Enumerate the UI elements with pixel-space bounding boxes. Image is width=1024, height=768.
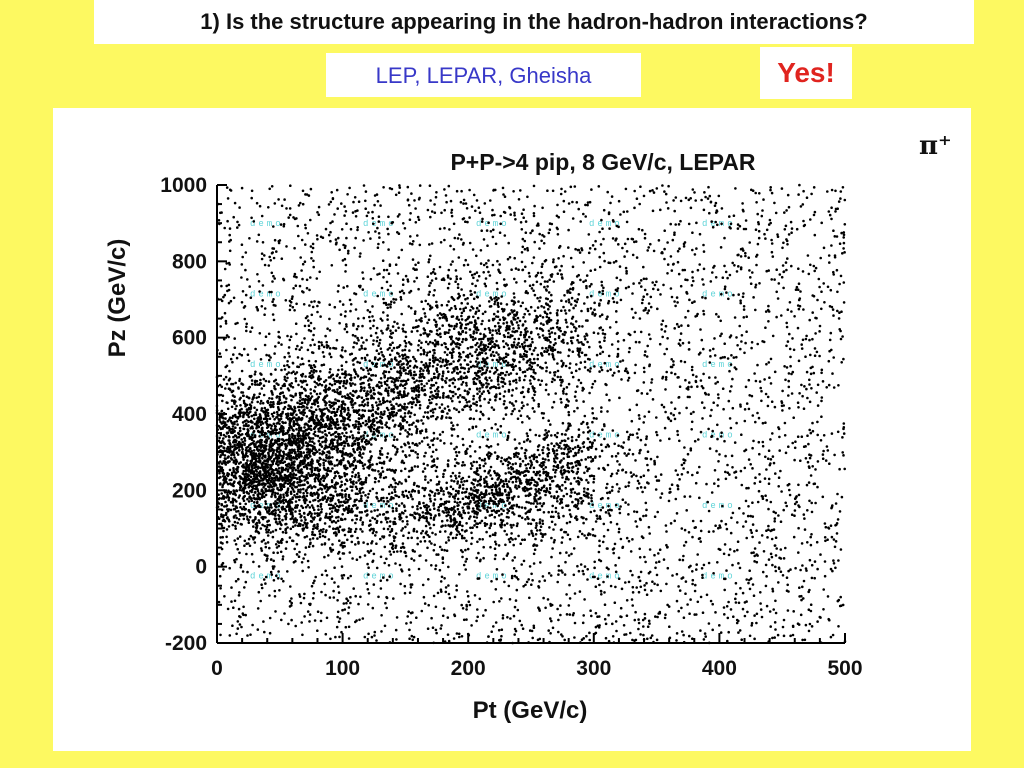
particle-label: π⁺ bbox=[919, 131, 952, 161]
plot-panel: demo demo demo demo demo demo demo demo demo demo… bbox=[53, 108, 971, 751]
watermark: demo bbox=[250, 501, 284, 511]
watermark: demo bbox=[476, 572, 510, 582]
watermark: demo bbox=[363, 360, 397, 370]
watermark: demo bbox=[589, 219, 623, 229]
y-tick-label: 0 bbox=[195, 556, 207, 579]
watermark: demo bbox=[476, 290, 510, 300]
watermark: demo bbox=[702, 290, 736, 300]
answer-box: Yes! bbox=[760, 47, 852, 99]
watermark: demo bbox=[363, 572, 397, 582]
watermark: demo bbox=[702, 572, 736, 582]
watermark: demo bbox=[702, 431, 736, 441]
x-tick-label: 0 bbox=[211, 657, 223, 680]
y-tick-label: 1000 bbox=[160, 174, 207, 197]
answer-label: Yes! bbox=[777, 57, 835, 88]
y-tick-label: -200 bbox=[165, 632, 207, 655]
watermark: demo bbox=[589, 431, 623, 441]
sources-box: LEP, LEPAR, Gheisha bbox=[326, 53, 641, 97]
question-title: 1) Is the structure appearing in the had… bbox=[200, 9, 868, 34]
y-axis-title: Pz (GeV/c) bbox=[104, 239, 131, 358]
watermark: demo bbox=[250, 219, 284, 229]
y-tick-label: 400 bbox=[172, 403, 207, 426]
watermark: demo bbox=[476, 431, 510, 441]
x-tick-label: 200 bbox=[451, 657, 486, 680]
x-tick-label: 300 bbox=[576, 657, 611, 680]
watermark: demo bbox=[702, 360, 736, 370]
x-tick-label: 500 bbox=[827, 657, 862, 680]
watermark: demo bbox=[476, 360, 510, 370]
watermark: demo bbox=[363, 219, 397, 229]
watermark: demo bbox=[476, 501, 510, 511]
watermark: demo bbox=[589, 360, 623, 370]
y-tick-label: 600 bbox=[172, 327, 207, 350]
watermark: demo bbox=[363, 290, 397, 300]
x-axis-title: Pt (GeV/c) bbox=[473, 697, 588, 724]
watermark: demo bbox=[589, 290, 623, 300]
x-tick-label: 400 bbox=[702, 657, 737, 680]
chart-title: P+P->4 pip, 8 GeV/c, LEPAR bbox=[450, 149, 755, 175]
watermark: demo bbox=[702, 501, 736, 511]
scatter-points bbox=[215, 183, 847, 645]
sources-label: LEP, LEPAR, Gheisha bbox=[375, 63, 592, 88]
scatter-chart: demo demo demo demo demo demo demo demo demo demo… bbox=[104, 131, 952, 724]
y-tick-label: 800 bbox=[172, 250, 207, 273]
watermark: demo bbox=[250, 360, 284, 370]
y-tick-label: 200 bbox=[172, 479, 207, 502]
watermark: demo bbox=[476, 219, 510, 229]
scatter-point-markers bbox=[215, 183, 847, 645]
question-box: 1) Is the structure appearing in the had… bbox=[94, 0, 974, 44]
watermark: demo bbox=[250, 290, 284, 300]
watermark: demo bbox=[589, 501, 623, 511]
watermark: demo bbox=[363, 501, 397, 511]
x-tick-label: 100 bbox=[325, 657, 360, 680]
watermark: demo bbox=[589, 572, 623, 582]
